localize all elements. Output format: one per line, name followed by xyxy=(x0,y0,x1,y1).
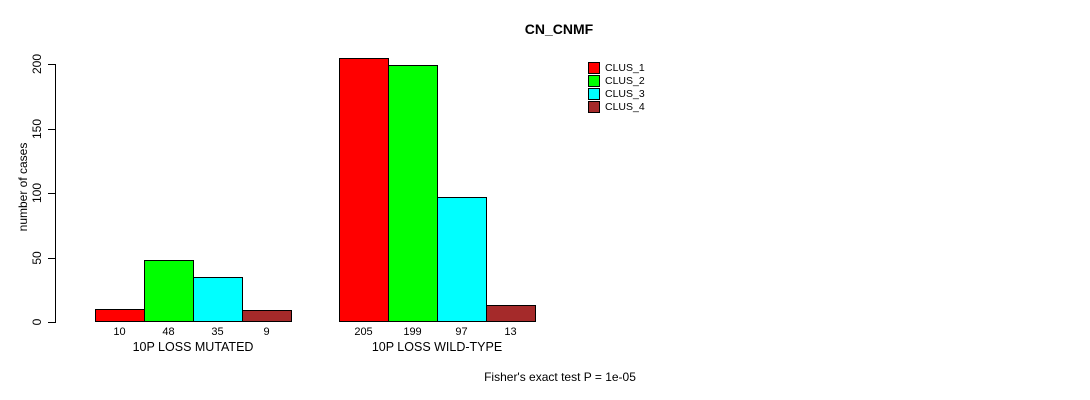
legend-swatch-clus_1 xyxy=(588,61,600,74)
bar-value-label: 10 xyxy=(113,326,126,338)
bar-value-label: 205 xyxy=(354,326,373,338)
legend-item-clus_1: CLUS_1 xyxy=(588,61,645,74)
x-category-label: 10P LOSS WILD-TYPE xyxy=(371,340,503,354)
legend-item-clus_3: CLUS_3 xyxy=(588,87,645,100)
legend-swatch-clus_2 xyxy=(588,74,600,87)
bar-value-label: 97 xyxy=(455,326,468,338)
bar-clus_2-group2 xyxy=(388,65,438,322)
bar-value-label: 13 xyxy=(504,326,517,338)
legend-item-clus_2: CLUS_2 xyxy=(588,74,645,87)
y-axis-line xyxy=(55,64,56,323)
bar-value-label: 199 xyxy=(403,326,422,338)
y-tick-label: 150 xyxy=(30,118,44,139)
legend-label: CLUS_2 xyxy=(605,74,645,87)
y-tick-label: 100 xyxy=(30,182,44,204)
bar-clus_4-group1 xyxy=(242,310,292,322)
y-tick-label: 50 xyxy=(30,250,44,265)
y-tick-label: 0 xyxy=(30,318,44,326)
legend-swatch-clus_4 xyxy=(588,100,600,113)
y-tick xyxy=(48,128,55,130)
y-tick xyxy=(48,257,55,259)
bar-clus_1-group2 xyxy=(339,57,389,322)
legend: CLUS_1 CLUS_2 CLUS_3 CLUS_4 xyxy=(588,61,645,113)
bar-clus_4-group2 xyxy=(486,305,536,322)
y-tick xyxy=(48,322,55,323)
legend-item-clus_4: CLUS_4 xyxy=(588,100,645,113)
y-tick xyxy=(48,193,55,194)
bar-value-label: 35 xyxy=(211,326,224,338)
y-axis-label: number of cases xyxy=(16,142,30,232)
legend-label: CLUS_3 xyxy=(605,87,645,100)
legend-label: CLUS_1 xyxy=(605,61,645,74)
bar-value-label: 48 xyxy=(162,326,175,338)
bar-value-label: 9 xyxy=(263,326,270,338)
y-tick-label: 200 xyxy=(30,53,44,75)
legend-swatch-clus_3 xyxy=(588,87,600,100)
chart-title: CN_CNMF xyxy=(524,21,594,37)
bar-clus_1-group1 xyxy=(95,309,145,322)
bar-clus_3-group2 xyxy=(437,196,487,322)
bar-clus_3-group1 xyxy=(193,276,243,322)
annotation-text: Fisher's exact test P = 1e-05 xyxy=(484,370,636,384)
x-category-label: 10P LOSS MUTATED xyxy=(132,340,254,354)
legend-label: CLUS_4 xyxy=(605,100,645,113)
bar-clus_2-group1 xyxy=(144,260,194,322)
y-tick xyxy=(48,64,55,65)
